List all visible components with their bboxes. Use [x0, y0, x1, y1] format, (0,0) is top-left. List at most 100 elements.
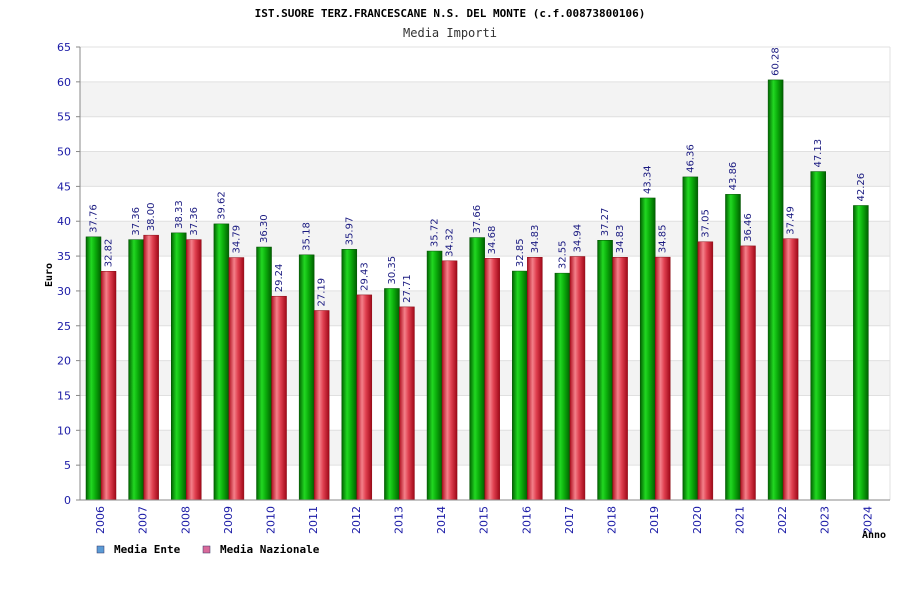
- value-label: 35.72: [430, 218, 441, 247]
- value-label: 47.13: [813, 139, 824, 168]
- value-label: 32.55: [557, 241, 568, 270]
- bar-ente-2012: [341, 249, 358, 501]
- value-label: 60.28: [771, 47, 782, 76]
- value-label: 37.36: [131, 207, 142, 236]
- x-tick-label: 2012: [350, 506, 363, 534]
- value-label: 42.26: [856, 173, 867, 202]
- legend-swatch-ente: [96, 545, 105, 554]
- y-tick-label: 15: [57, 389, 71, 402]
- bar-ente-2016: [512, 270, 528, 501]
- value-label: 37.05: [700, 209, 711, 238]
- y-tick-label: 65: [57, 41, 71, 54]
- bar-ente-2020: [682, 176, 699, 501]
- legend-label-nazionale: Media Nazionale: [220, 543, 320, 556]
- x-tick-label: 2014: [435, 506, 448, 534]
- bar-ente-2007: [128, 239, 144, 501]
- bar-ente-2011: [298, 254, 315, 501]
- bar-nazionale-2020: [697, 241, 714, 501]
- value-label: 46.36: [685, 144, 696, 173]
- bars-group: [85, 79, 869, 501]
- bar-nazionale-2021: [740, 245, 756, 501]
- bar-ente-2021: [725, 194, 741, 501]
- value-label: 32.82: [104, 239, 115, 268]
- x-tick-label: 2010: [265, 506, 278, 534]
- x-tick-label: 2020: [691, 506, 704, 534]
- value-label: 43.86: [728, 162, 739, 191]
- x-tick-label: 2017: [563, 506, 576, 534]
- y-tick-label: 25: [57, 320, 71, 333]
- bar-ente-2017: [554, 272, 571, 501]
- y-tick-label: 55: [57, 111, 71, 124]
- y-tick-label: 5: [64, 459, 71, 472]
- bar-nazionale-2006: [100, 271, 117, 501]
- value-label: 37.36: [189, 207, 200, 236]
- y-axis-label: Euro: [44, 263, 55, 287]
- bar-ente-2010: [256, 246, 272, 501]
- bar-ente-2006: [85, 236, 102, 501]
- bar-nazionale-2014: [441, 260, 458, 501]
- bar-ente-2015: [469, 237, 485, 501]
- bar-nazionale-2012: [356, 294, 373, 501]
- value-labels: 37.76 32.82 37.36 38.00 38.33 37.36 39.62 34.79…: [89, 47, 867, 306]
- y-tick-label: 30: [57, 285, 71, 298]
- value-label: 37.27: [600, 208, 611, 237]
- plot-band: [80, 116, 890, 152]
- bar-ente-2019: [639, 197, 656, 501]
- value-label: 43.34: [643, 165, 654, 194]
- x-tick-label: 2015: [478, 506, 491, 534]
- value-label: 32.85: [515, 238, 526, 267]
- plot-band: [80, 81, 890, 117]
- bar-nazionale-2018: [612, 257, 628, 501]
- y-tick-label: 45: [57, 180, 71, 193]
- y-tick-label: 60: [57, 76, 71, 89]
- bar-nazionale-2013: [399, 306, 415, 501]
- value-label: 27.71: [402, 274, 413, 303]
- x-tick-label: 2016: [520, 506, 533, 534]
- value-label: 35.97: [344, 217, 355, 246]
- plot-band: [80, 186, 890, 222]
- x-tick-label: 2018: [606, 506, 619, 534]
- bar-ente-2023: [810, 171, 826, 501]
- value-label: 34.83: [615, 225, 626, 254]
- chart-subtitle: Media Importi: [403, 26, 497, 40]
- x-tick-label: 2007: [137, 506, 150, 534]
- y-tick-label: 0: [64, 494, 71, 507]
- y-tick-label: 20: [57, 355, 71, 368]
- x-axis-label: Anno: [862, 530, 886, 541]
- bar-nazionale-2010: [271, 295, 287, 501]
- value-label: 35.18: [302, 222, 313, 251]
- plot-band: [80, 47, 890, 82]
- bar-ente-2022: [767, 79, 784, 501]
- y-tick-label: 40: [57, 215, 71, 228]
- bar-nazionale-2016: [527, 257, 543, 501]
- bar-nazionale-2009: [228, 257, 245, 501]
- y-axis-ticks: 0 5 10 15 20 25 30 35 40 45 50 55 60 65: [57, 41, 80, 507]
- x-tick-label: 2009: [222, 506, 235, 534]
- value-label: 34.85: [658, 224, 669, 253]
- bar-nazionale-2007: [143, 234, 159, 501]
- value-label: 37.49: [786, 206, 797, 235]
- y-tick-label: 50: [57, 146, 71, 159]
- value-label: 27.19: [317, 278, 328, 307]
- value-label: 34.83: [530, 225, 541, 254]
- x-tick-label: 2008: [179, 506, 192, 534]
- legend-swatch-nazionale: [202, 545, 211, 554]
- value-label: 34.79: [231, 225, 242, 254]
- bar-ente-2024: [853, 205, 869, 501]
- y-tick-label: 10: [57, 424, 71, 437]
- x-axis-ticks: 2006 2007 2008 2009 2010 2011 2012 2013 2014 2015…: [94, 506, 874, 534]
- value-label: 36.30: [259, 214, 270, 243]
- x-tick-label: 2013: [392, 506, 405, 534]
- value-label: 36.46: [743, 213, 754, 242]
- bar-ente-2013: [384, 288, 400, 501]
- value-label: 29.43: [359, 262, 370, 291]
- bar-nazionale-2017: [569, 256, 586, 501]
- x-tick-label: 2019: [648, 506, 661, 534]
- value-label: 34.94: [572, 224, 583, 253]
- bar-ente-2008: [171, 232, 187, 501]
- bar-nazionale-2015: [484, 258, 500, 501]
- value-label: 34.68: [487, 226, 498, 255]
- bar-ente-2018: [597, 240, 613, 501]
- bar-nazionale-2008: [186, 239, 202, 501]
